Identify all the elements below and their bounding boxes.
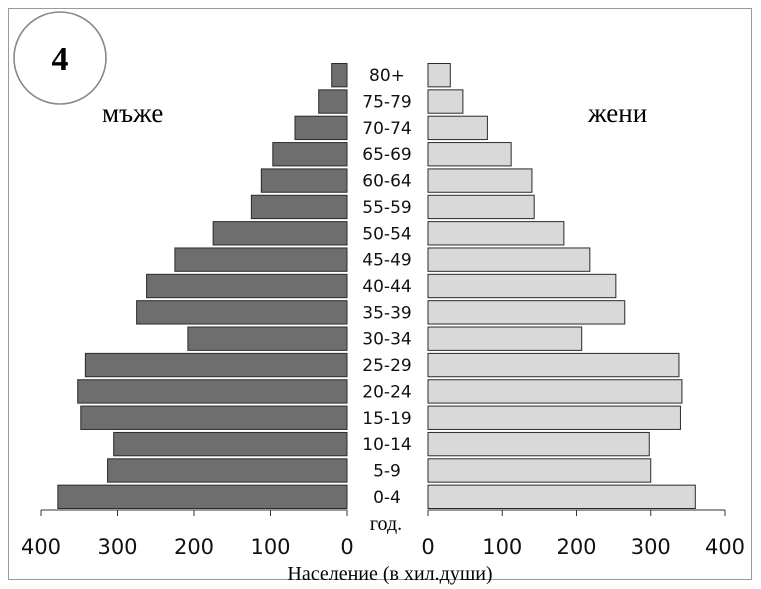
category-label-5-9: 5-9: [373, 461, 401, 481]
bar-female-65-69: [427, 142, 512, 167]
bar-female-30-34: [427, 326, 583, 351]
category-label-65-69: 65-69: [362, 145, 411, 165]
bar-female-70-74: [427, 115, 488, 141]
tick-label-female-200: 200: [556, 535, 596, 559]
bar-male-40-44: [146, 273, 348, 299]
bar-female-80+: [427, 63, 451, 88]
bar-male-80+: [331, 63, 348, 88]
tick-label-female-100: 100: [482, 535, 522, 559]
bar-female-40-44: [427, 273, 617, 299]
male-label: мъже: [102, 98, 163, 128]
bar-female-60-64: [427, 168, 533, 193]
bar-male-30-34: [187, 326, 348, 351]
category-label-25-29: 25-29: [362, 356, 411, 376]
category-label-60-64: 60-64: [362, 172, 411, 192]
bar-female-20-24: [427, 379, 683, 404]
category-label-20-24: 20-24: [362, 382, 411, 402]
bar-male-10-14: [113, 431, 348, 457]
bar-female-50-54: [427, 221, 565, 246]
bar-female-25-29: [427, 352, 680, 378]
badge-number: 4: [52, 41, 69, 78]
bar-female-75-79: [427, 89, 464, 114]
category-label-55-59: 55-59: [362, 198, 411, 218]
year-label: год.: [370, 513, 402, 535]
tick-label-male-400: 400: [21, 535, 61, 559]
bar-female-45-49: [427, 247, 591, 272]
category-label-45-49: 45-49: [362, 251, 411, 271]
category-label-70-74: 70-74: [362, 119, 411, 139]
category-label-75-79: 75-79: [362, 93, 411, 113]
bar-female-55-59: [427, 194, 535, 220]
bar-male-60-64: [260, 168, 348, 193]
bar-male-50-54: [212, 221, 348, 246]
bar-male-15-19: [80, 405, 348, 430]
category-label-10-14: 10-14: [362, 435, 411, 455]
bar-female-35-39: [427, 300, 626, 325]
bar-male-45-49: [174, 247, 348, 272]
bar-female-15-19: [427, 405, 681, 430]
tick-label-female-400: 400: [705, 535, 745, 559]
tick-label-female-0: 0: [421, 535, 434, 559]
bar-female-10-14: [427, 431, 650, 457]
bar-male-75-79: [318, 89, 348, 114]
tick-label-male-200: 200: [174, 535, 214, 559]
bar-male-20-24: [77, 379, 348, 404]
bar-female-0-4: [427, 484, 696, 510]
bar-male-55-59: [250, 194, 348, 220]
bar-male-25-29: [84, 352, 348, 378]
category-label-40-44: 40-44: [362, 277, 411, 297]
bar-male-5-9: [107, 458, 348, 483]
x-axis-title: Население (в хил.души): [287, 563, 492, 585]
category-label-15-19: 15-19: [362, 409, 411, 429]
bar-male-0-4: [57, 484, 348, 510]
bar-female-5-9: [427, 458, 652, 483]
tick-label-male-0: 0: [340, 535, 353, 559]
category-label-80+: 80+: [369, 66, 405, 86]
badge-circle: [13, 11, 107, 105]
bar-male-70-74: [294, 115, 348, 141]
tick-label-male-300: 300: [97, 535, 137, 559]
chart-frame: [8, 8, 752, 580]
tick-label-female-300: 300: [631, 535, 671, 559]
category-label-30-34: 30-34: [362, 330, 411, 350]
category-label-0-4: 0-4: [373, 488, 401, 508]
category-label-35-39: 35-39: [362, 303, 411, 323]
tick-label-male-100: 100: [250, 535, 290, 559]
bar-male-35-39: [136, 300, 348, 325]
female-label: жени: [587, 98, 647, 128]
category-label-50-54: 50-54: [362, 224, 411, 244]
bar-male-65-69: [272, 142, 348, 167]
